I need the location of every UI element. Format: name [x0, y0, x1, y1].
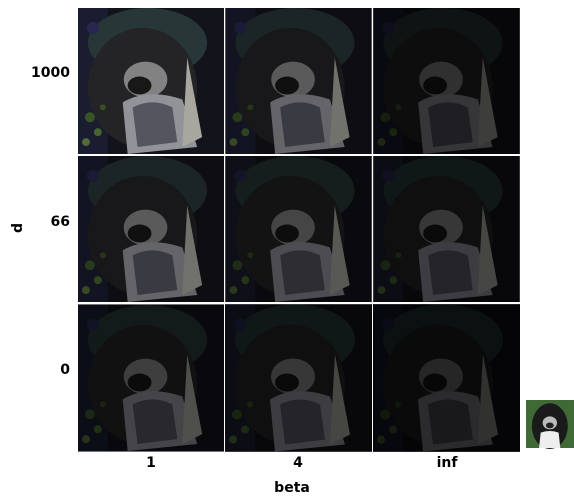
row-label: 66	[51, 214, 70, 230]
cell	[373, 156, 520, 302]
column-label: 1	[146, 455, 156, 471]
row-axis-title: d	[10, 223, 26, 233]
cell	[225, 156, 372, 302]
cell	[373, 304, 520, 452]
cell	[225, 304, 372, 452]
image-grid	[78, 8, 520, 452]
cell	[373, 8, 520, 154]
cell	[78, 304, 224, 452]
column-axis-title: beta	[274, 480, 310, 496]
reference-thumbnail	[526, 400, 574, 449]
cell	[225, 8, 372, 154]
column-label: 4	[293, 455, 303, 471]
row-label: 1000	[31, 65, 70, 81]
column-label: inf	[437, 455, 459, 471]
row-label: 0	[60, 362, 70, 378]
cell	[78, 156, 224, 302]
cell	[78, 8, 224, 154]
